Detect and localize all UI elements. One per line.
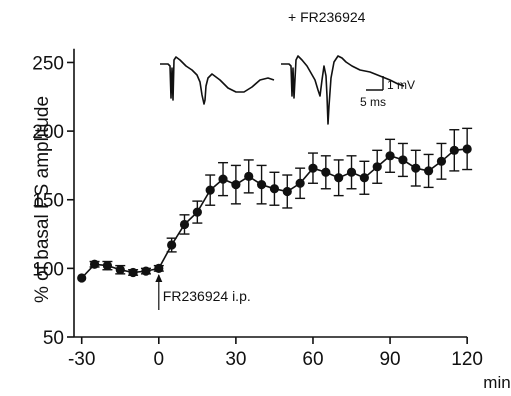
- data-point: [295, 178, 305, 188]
- data-point: [449, 145, 459, 155]
- y-axis-label: % of basal PS amplitude: [32, 96, 53, 303]
- waveform-traces: + FR236924 1 mV5 ms: [160, 9, 415, 125]
- data-point: [115, 265, 125, 275]
- data-point: [244, 171, 254, 182]
- y-tick-label: 150: [32, 191, 64, 212]
- data-point: [167, 240, 177, 250]
- drug-label: FR236924 i.p.: [163, 288, 251, 304]
- data-point: [128, 267, 138, 278]
- data-point: [256, 180, 267, 190]
- series-line: [81, 148, 468, 279]
- data-point: [398, 155, 408, 165]
- data-point: [154, 263, 164, 273]
- data-point: [462, 144, 472, 154]
- x-axis-label: min: [483, 373, 510, 391]
- data-point: [282, 186, 292, 197]
- data-point: [359, 173, 369, 183]
- data-point: [102, 261, 113, 271]
- x-tick-label: 30: [225, 349, 246, 370]
- trace-header-label: + FR236924: [288, 9, 366, 25]
- y-tick-label: 250: [32, 53, 64, 74]
- data-point: [436, 156, 447, 166]
- data-point: [218, 174, 228, 184]
- y-tick-label: 50: [43, 328, 64, 349]
- data-series: [77, 127, 473, 283]
- arrow-head: [155, 274, 163, 282]
- data-point: [231, 180, 241, 190]
- x-tick-label: 120: [451, 349, 483, 370]
- data-point: [269, 184, 280, 194]
- data-point: [179, 219, 190, 230]
- data-point: [424, 166, 434, 176]
- data-point: [205, 185, 215, 195]
- x-tick-label: 0: [154, 349, 165, 370]
- x-tick-label: -30: [68, 349, 95, 370]
- scale-voltage-label: 1 mV: [387, 78, 415, 92]
- data-point: [385, 151, 395, 161]
- data-point: [192, 207, 202, 217]
- data-point: [141, 266, 151, 276]
- x-tick-label: 60: [302, 349, 323, 370]
- data-point: [334, 173, 344, 183]
- data-point: [308, 163, 318, 173]
- y-tick-label: 100: [32, 259, 64, 280]
- data-point: [372, 162, 382, 172]
- annotations: FR236924 i.p.: [155, 274, 251, 310]
- x-tick-label: 90: [379, 349, 400, 370]
- data-point: [89, 259, 100, 269]
- data-point: [321, 167, 331, 177]
- scale-time-label: 5 ms: [360, 95, 386, 109]
- drug-trace: [281, 55, 405, 125]
- baseline-trace: [160, 56, 275, 105]
- y-tick-label: 200: [32, 122, 64, 143]
- data-point: [411, 163, 421, 173]
- data-point: [77, 273, 87, 283]
- data-point: [346, 167, 357, 177]
